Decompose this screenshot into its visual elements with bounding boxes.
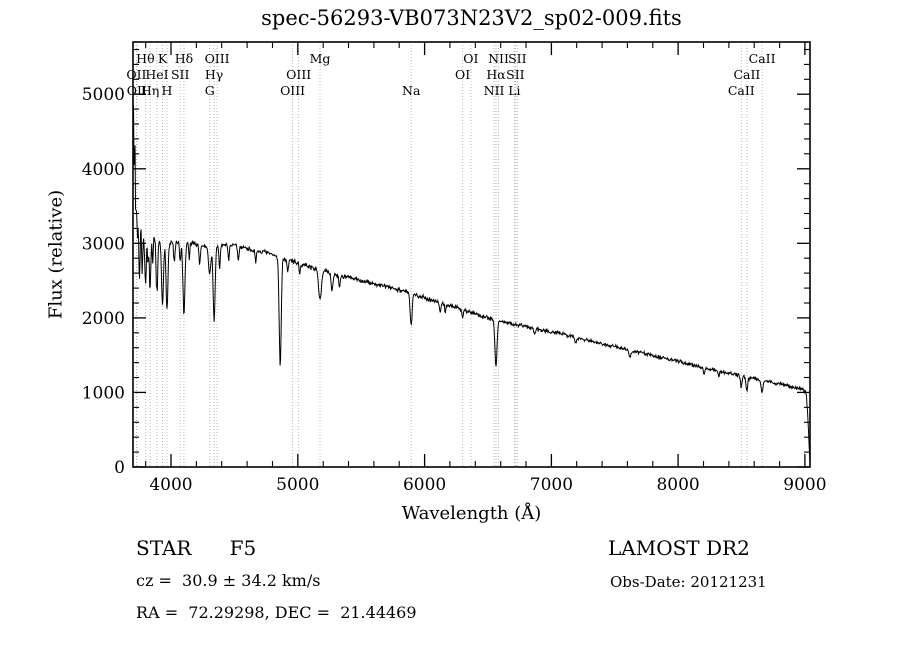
x-tick-label: 9000 <box>783 475 826 495</box>
spectral-line-label: SII <box>508 51 527 66</box>
plot-title: spec-56293-VB073N23V2_sp02-009.fits <box>261 6 682 30</box>
spectral-line-label: SII <box>506 67 525 82</box>
spectral-line-label: OI <box>463 51 478 66</box>
spectral-line-label: Li <box>508 83 520 98</box>
spectral-line-label: H <box>162 83 173 98</box>
spectral-line-label: G <box>205 83 215 98</box>
spectral-line-label: Hη <box>141 83 159 98</box>
spectral-line-label: Na <box>402 83 421 98</box>
spectral-line-label: OI <box>455 67 470 82</box>
spectral-line-label: OII <box>126 67 146 82</box>
x-tick-label: 4000 <box>149 475 192 495</box>
spectral-line-label: OIII <box>286 67 311 82</box>
y-axis-label: Flux (relative) <box>45 189 67 320</box>
y-tick-label: 0 <box>114 458 125 478</box>
spectral-line-label: Hθ <box>136 51 154 66</box>
spectrum-series <box>132 104 811 463</box>
spectral-line-label: Hγ <box>205 67 223 82</box>
spectrum-line <box>132 104 811 463</box>
spectral-line-label: CaII <box>728 83 755 98</box>
x-tick-label: 8000 <box>656 475 699 495</box>
spectral-line-label: Hδ <box>175 51 193 66</box>
obs-date-text: Obs-Date: 20121231 <box>610 573 767 591</box>
ra-dec-text: RA = 72.29298, DEC = 21.44469 <box>136 603 417 622</box>
y-tick-label: 1000 <box>82 383 125 403</box>
spectral-line-label: OIII <box>280 83 305 98</box>
plot-frame <box>132 41 811 468</box>
spectral-line-markers <box>135 42 763 467</box>
y-tick-label: 5000 <box>82 85 125 105</box>
spectral-line-label: Mg <box>310 51 331 66</box>
spectral-line-label: Hα <box>486 67 506 82</box>
spectral-line-label: K <box>158 51 168 66</box>
spectral-line-label: HeI <box>145 67 168 82</box>
y-tick-label: 4000 <box>82 160 125 180</box>
spectral-line-label: OIII <box>205 51 230 66</box>
y-tick-label: 3000 <box>82 234 125 254</box>
x-axis-label: Wavelength (Å) <box>401 503 542 524</box>
x-tick-label: 5000 <box>276 475 319 495</box>
spectral-line-label: NII <box>484 83 505 98</box>
spectral-line-label: SII <box>171 67 190 82</box>
y-tick-label: 2000 <box>82 309 125 329</box>
axes: 4000 5000 6000 7000 8000 9000 0 1000 2000 3000 400… <box>82 41 827 495</box>
survey-text: LAMOST DR2 <box>608 536 750 560</box>
cz-text: cz = 30.9 ± 34.2 km/s <box>136 571 321 590</box>
spectral-line-label: CaII <box>733 67 760 82</box>
x-tick-label: 7000 <box>530 475 573 495</box>
spectral-line-label: NII <box>488 51 509 66</box>
x-tick-label: 6000 <box>403 475 446 495</box>
classification-text: STAR F5 <box>136 536 257 560</box>
spectral-line-label: CaII <box>749 51 776 66</box>
